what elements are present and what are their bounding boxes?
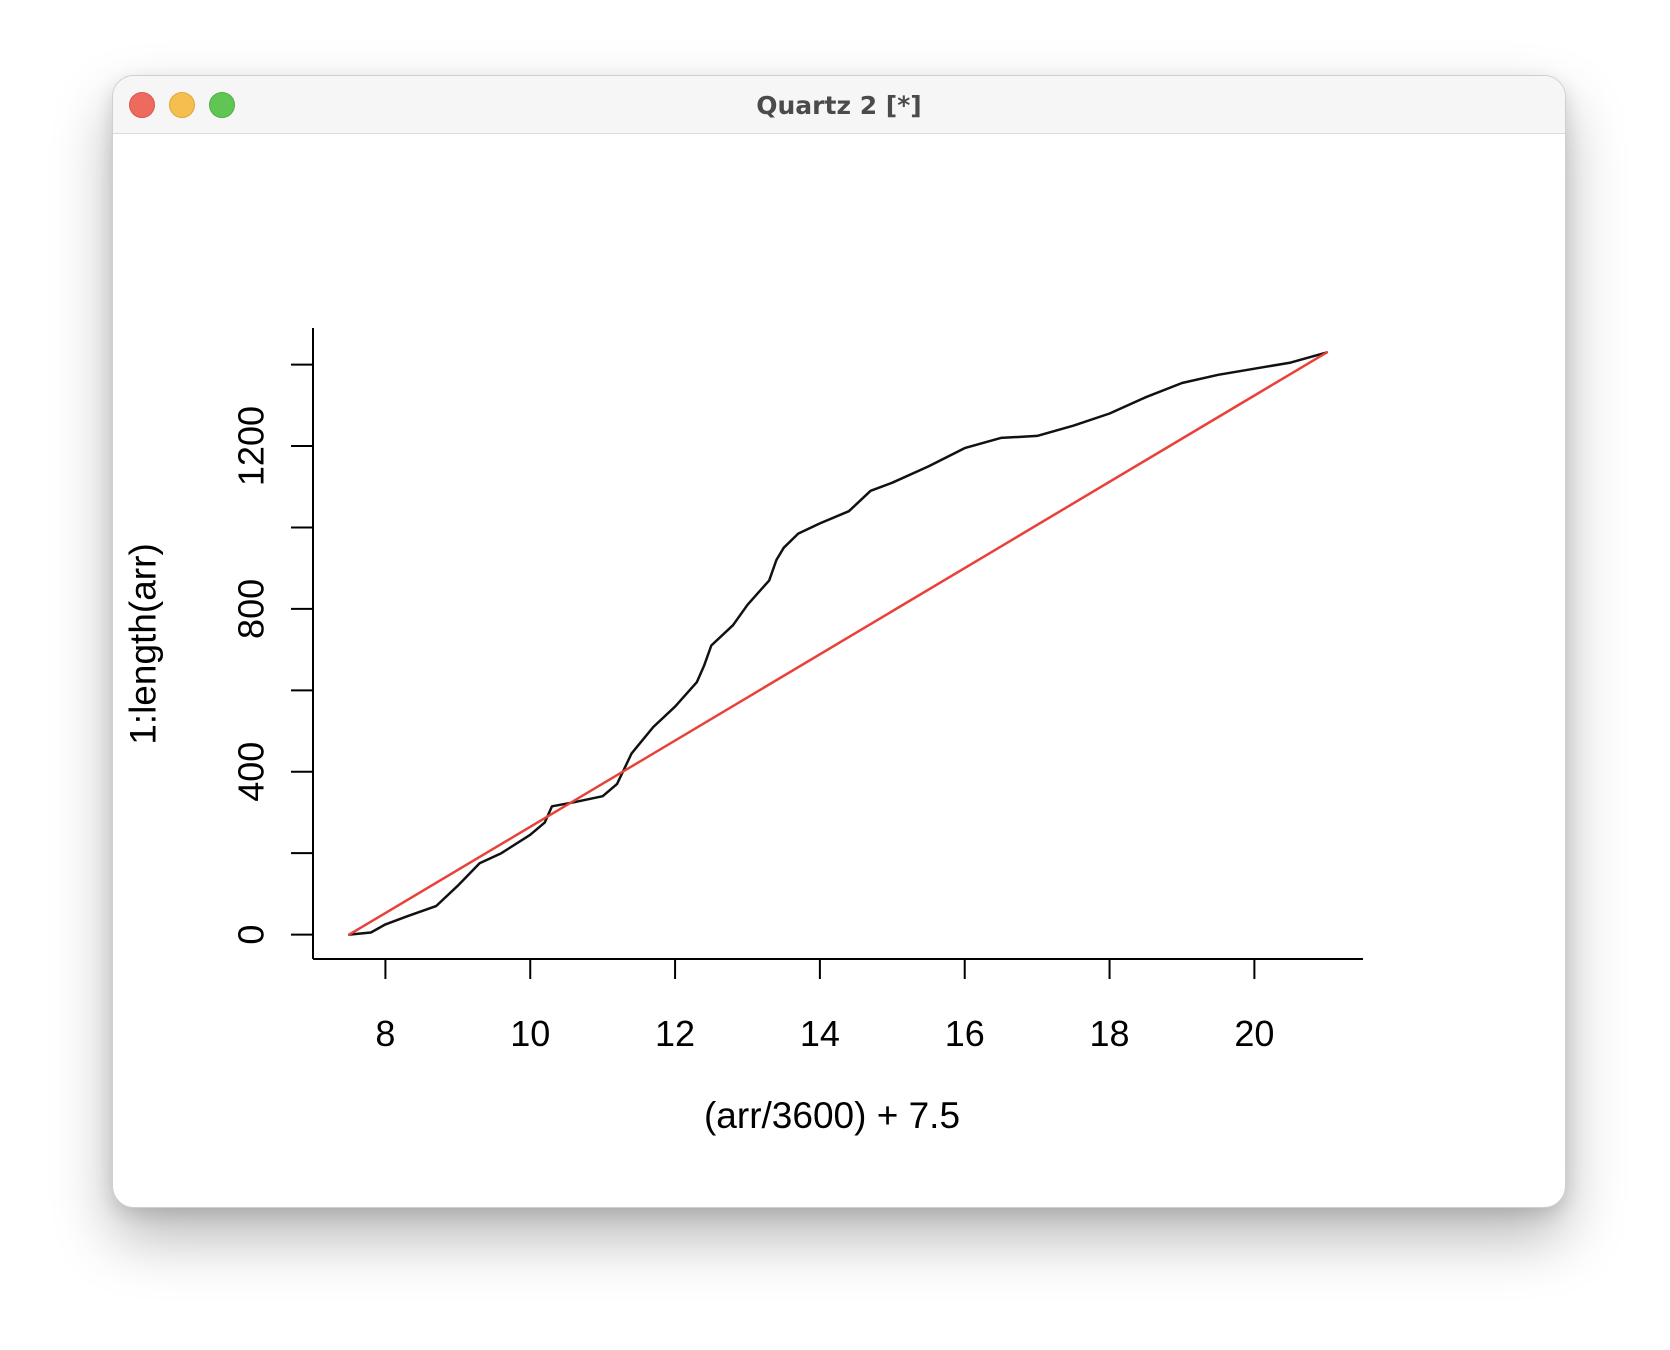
x-tick-label: 20 — [1234, 1013, 1274, 1054]
series-observed-line — [347, 351, 1329, 936]
x-tick-label: 10 — [510, 1013, 550, 1054]
x-tick-label: 18 — [1090, 1013, 1130, 1054]
x-axis-label: (arr/3600) + 7.5 — [704, 1095, 960, 1136]
x-tick-label: 14 — [800, 1013, 840, 1054]
chart-svg: 8 10 12 14 16 18 20 0 400 800 1200 (arr/3600) + 7.5… — [123, 328, 1363, 1136]
x-tick-label: 8 — [375, 1013, 395, 1054]
title-bar[interactable]: Quartz 2 [*] — [113, 76, 1565, 134]
close-button[interactable] — [129, 92, 155, 118]
y-tick-label: 800 — [231, 579, 272, 639]
plot-window: Quartz 2 [*] 8 10 12 14 16 18 20 0 400 800 1200 (ar… — [112, 75, 1566, 1208]
y-tick-label: 0 — [231, 925, 272, 945]
plot-area: 8 10 12 14 16 18 20 0 400 800 1200 (arr/3600) + 7.5… — [113, 134, 1565, 1207]
window-title: Quartz 2 [*] — [756, 91, 922, 120]
series-reference-line — [347, 351, 1329, 936]
x-tick-label: 16 — [945, 1013, 985, 1054]
x-tick-label: 12 — [655, 1013, 695, 1054]
y-tick-label: 400 — [231, 742, 272, 802]
minimize-button[interactable] — [169, 92, 195, 118]
y-tick-label: 1200 — [231, 406, 272, 486]
y-axis-label: 1:length(arr) — [123, 543, 164, 745]
zoom-button[interactable] — [209, 92, 235, 118]
